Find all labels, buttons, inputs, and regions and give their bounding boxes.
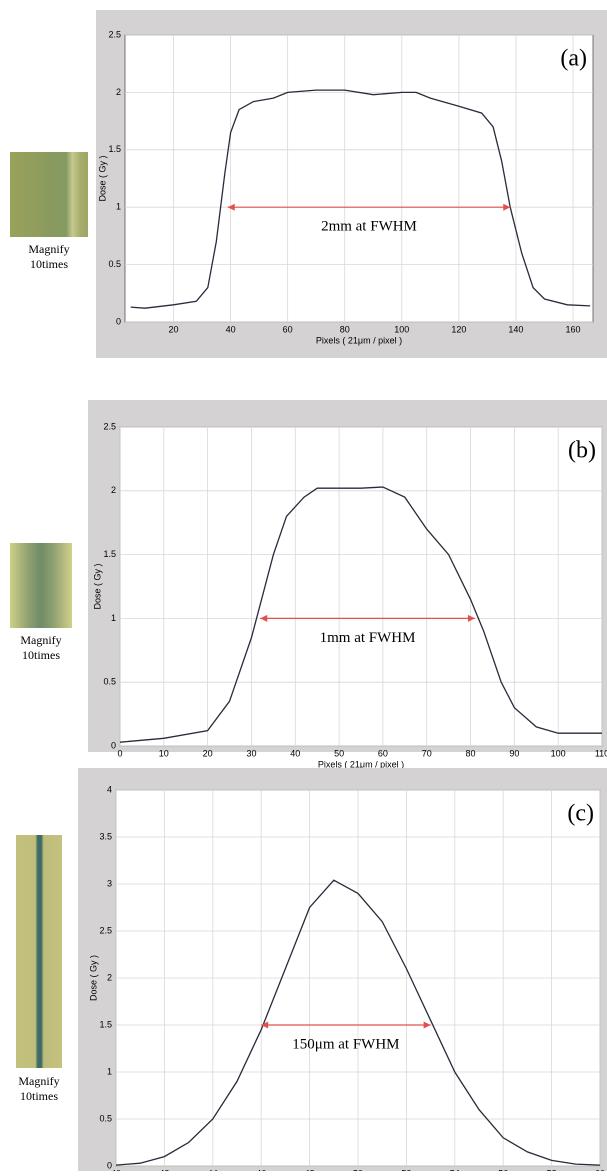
y-tick-label: 2.5 — [108, 29, 121, 39]
thumbnail-caption: Magnify — [20, 633, 61, 647]
x-tick-label: 80 — [340, 324, 350, 334]
y-tick-label: 0 — [111, 740, 116, 750]
fwhm-label: 2mm at FWHM — [321, 219, 417, 235]
x-tick-label: 20 — [169, 324, 179, 334]
plot-area — [119, 426, 603, 747]
x-tick-label: 100 — [394, 324, 409, 334]
y-tick-label: 2 — [107, 972, 112, 982]
x-tick-label: 30 — [246, 748, 256, 758]
y-tick-label: 2.5 — [103, 421, 116, 431]
panel-label: (b) — [568, 438, 596, 464]
thumbnail-caption: 10times — [30, 257, 68, 271]
y-axis-label: Dose ( Gy ) — [92, 563, 102, 609]
x-tick-label: 140 — [508, 324, 523, 334]
x-tick-label: 90 — [509, 748, 519, 758]
y-tick-label: 1 — [116, 202, 121, 212]
arrow-head — [260, 614, 268, 622]
y-tick-label: 1 — [111, 613, 116, 623]
y-tick-label: 3 — [107, 878, 112, 888]
x-axis-label: Pixels ( 21μm / pixel ) — [316, 335, 402, 345]
x-tick-label: 60 — [283, 324, 293, 334]
y-tick-label: 0 — [116, 316, 121, 326]
x-tick-label: 0 — [117, 748, 122, 758]
x-axis-label: Pixels ( 21μm / pixel ) — [318, 759, 404, 769]
y-tick-label: 2 — [111, 485, 116, 495]
data-line — [115, 879, 601, 1166]
x-tick-label: 40 — [226, 324, 236, 334]
y-tick-label: 1.5 — [108, 144, 121, 154]
y-tick-label: 0 — [107, 1160, 112, 1170]
y-axis-label: Dose ( Gy ) — [97, 155, 107, 201]
x-tick-label: 160 — [566, 324, 581, 334]
thumbnail — [10, 152, 88, 237]
x-tick-label: 60 — [378, 748, 388, 758]
y-tick-label: 1 — [107, 1066, 112, 1076]
y-tick-label: 1.5 — [99, 1019, 112, 1029]
thumbnail — [10, 543, 72, 628]
y-tick-label: 0.5 — [108, 259, 121, 269]
arrow-head — [227, 203, 235, 211]
fwhm-label: 1mm at FWHM — [320, 630, 416, 646]
y-tick-label: 3.5 — [99, 831, 112, 841]
x-tick-label: 20 — [203, 748, 213, 758]
x-tick-label: 80 — [466, 748, 476, 758]
x-tick-label: 10 — [159, 748, 169, 758]
thumbnail-caption: Magnify — [28, 242, 69, 256]
y-tick-label: 1.5 — [103, 549, 116, 559]
y-axis-label: Dose ( Gy ) — [88, 955, 98, 1001]
panel-label: (a) — [560, 46, 587, 72]
y-tick-label: 2.5 — [99, 925, 112, 935]
plot-area — [124, 34, 594, 323]
x-tick-label: 120 — [451, 324, 466, 334]
x-tick-label: 70 — [422, 748, 432, 758]
thumbnail-caption: Magnify — [18, 1074, 59, 1088]
y-tick-label: 0.5 — [103, 677, 116, 687]
thumbnail-caption: 10times — [20, 1089, 58, 1103]
y-tick-label: 0.5 — [99, 1113, 112, 1123]
arrow-head — [503, 203, 511, 211]
panel-label: (c) — [567, 801, 594, 827]
arrow-head — [423, 1021, 431, 1029]
y-tick-label: 4 — [107, 784, 112, 794]
x-tick-label: 40 — [290, 748, 300, 758]
thumbnail-caption: 10times — [22, 648, 60, 662]
arrow-head — [261, 1021, 269, 1029]
data-line — [119, 486, 602, 743]
x-tick-label: 100 — [551, 748, 566, 758]
data-line — [130, 89, 591, 309]
y-tick-label: 2 — [116, 87, 121, 97]
thumbnail — [16, 835, 62, 1068]
x-tick-label: 110 — [595, 748, 607, 758]
fwhm-label: 150μm at FWHM — [292, 1036, 399, 1052]
arrow-head — [467, 614, 475, 622]
x-tick-label: 50 — [334, 748, 344, 758]
